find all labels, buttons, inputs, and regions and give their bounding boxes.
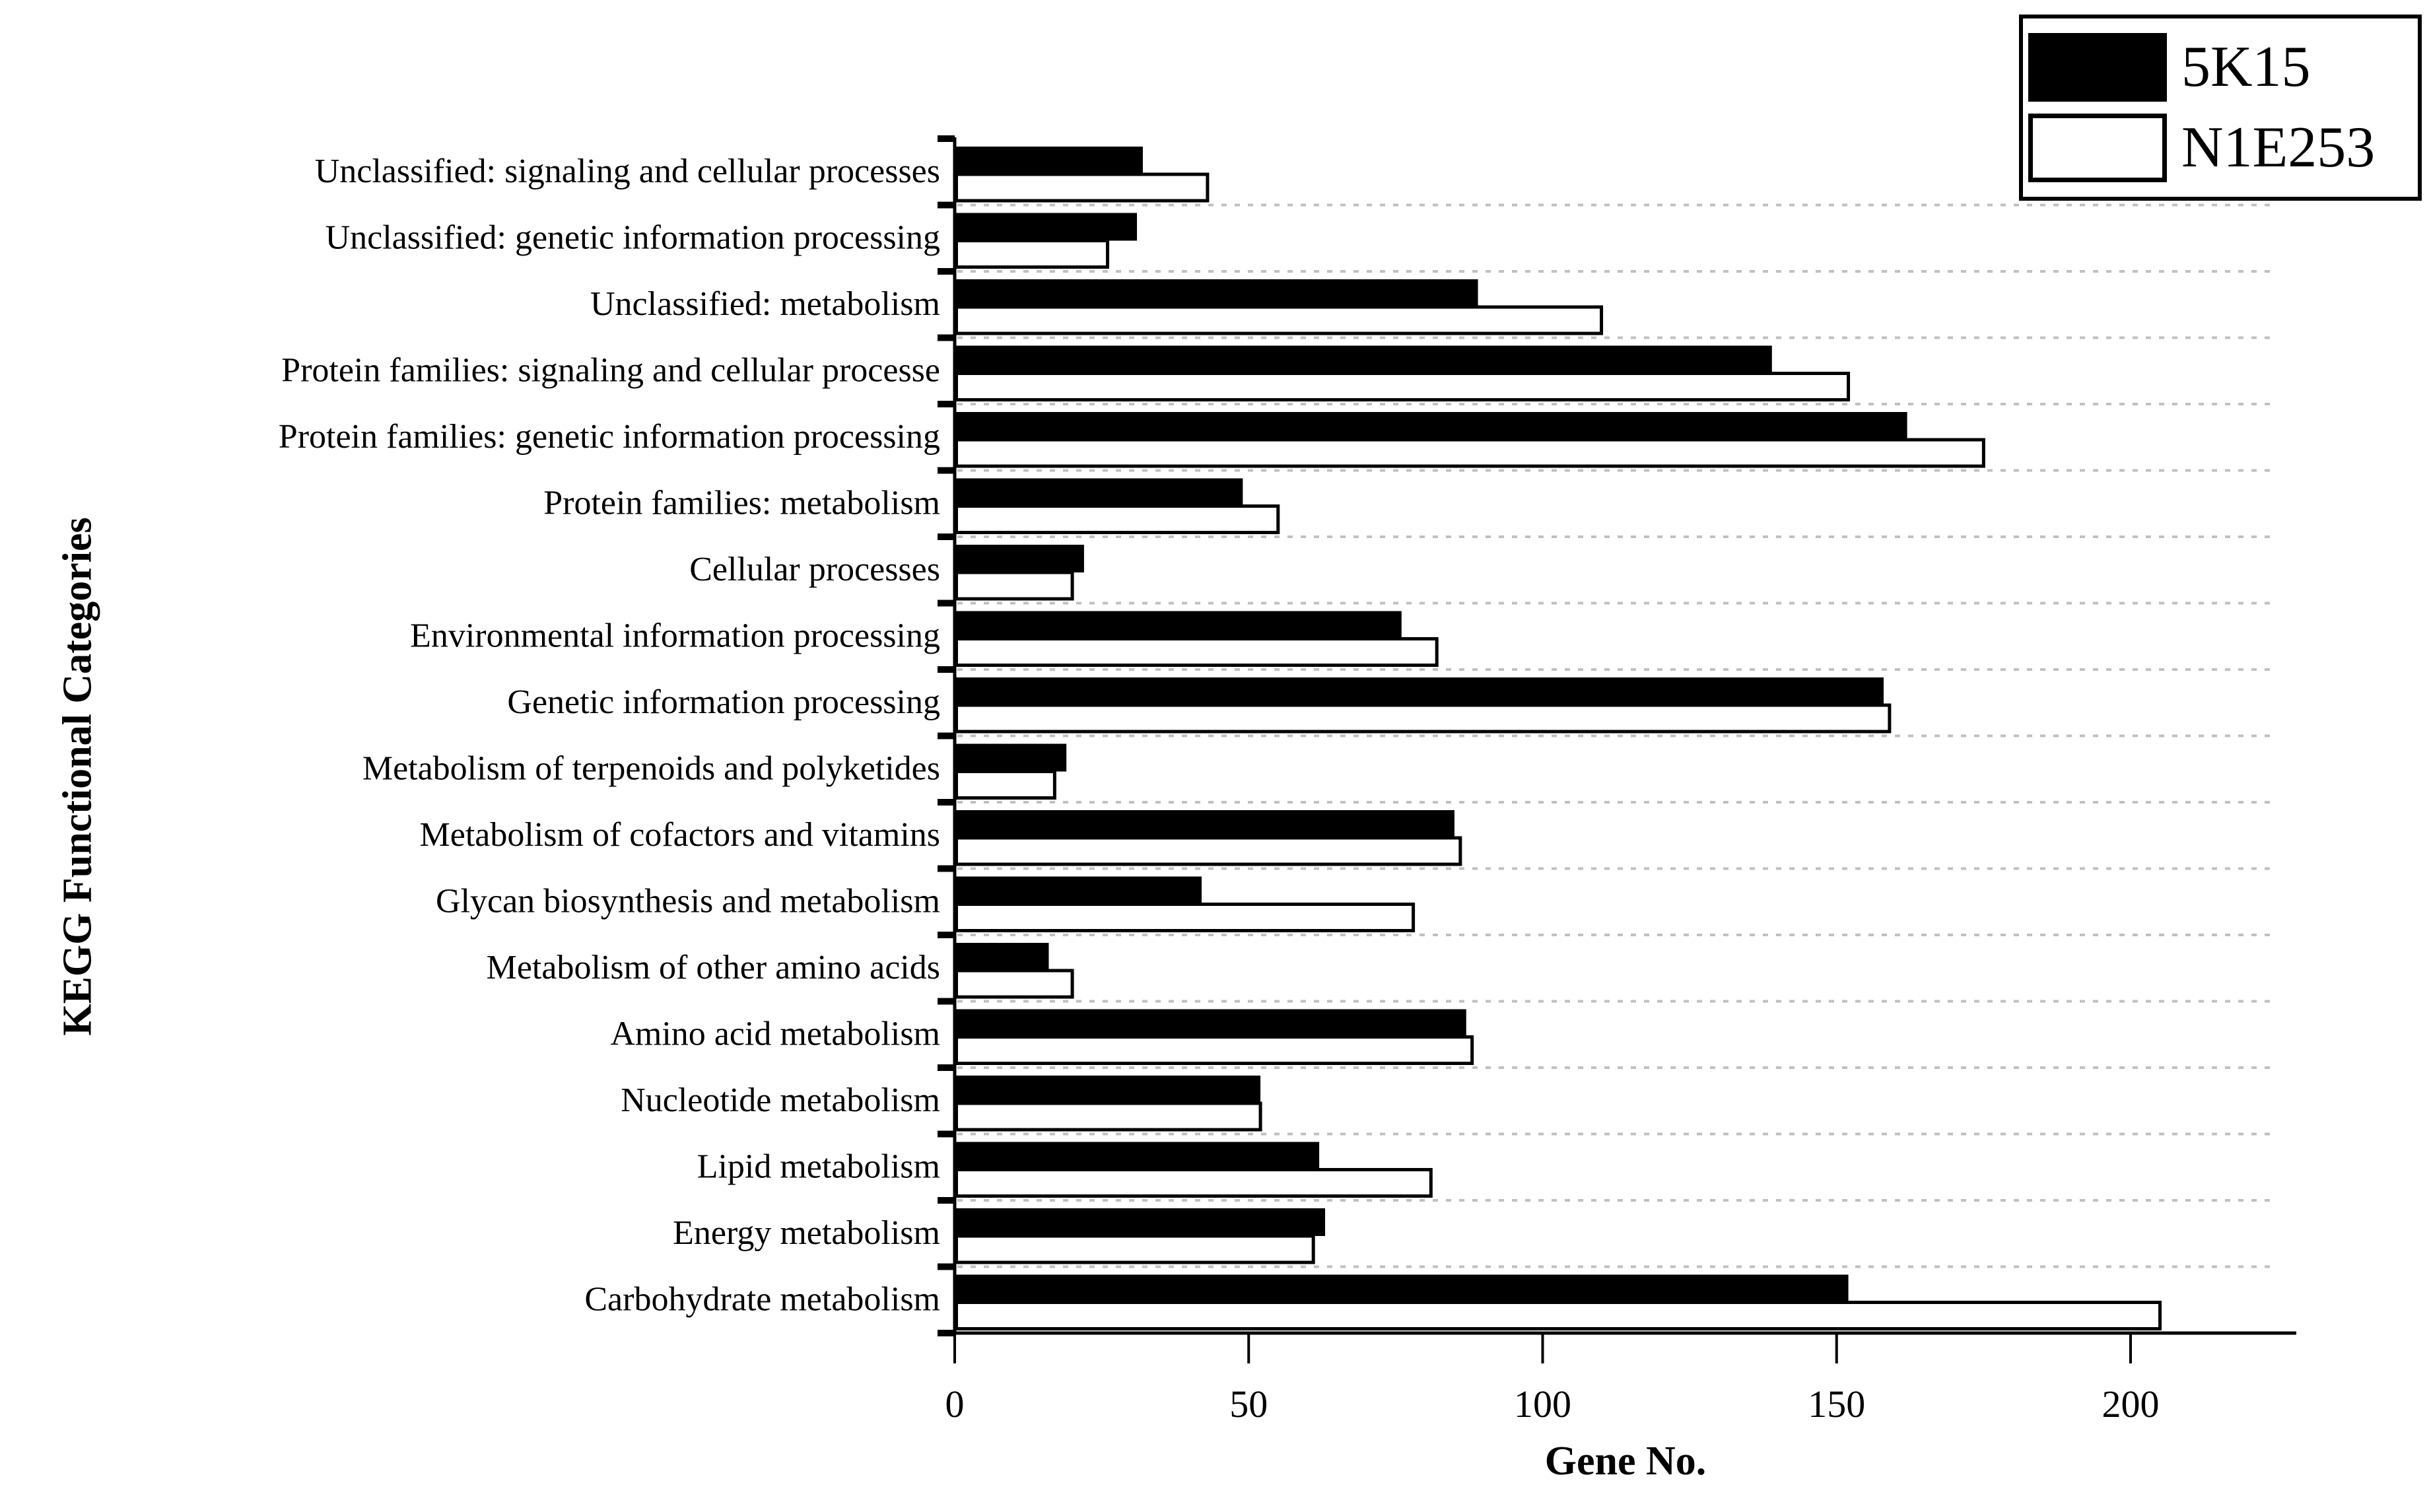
category-label: Cellular processes: [689, 551, 940, 588]
y-axis-title: KEGG Functional Categories: [55, 517, 100, 1036]
category-label: Protein families: genetic information pr…: [279, 418, 940, 456]
legend-swatch-n1e253: [2028, 114, 2167, 182]
category-label: Unclassified: signaling and cellular pro…: [315, 153, 940, 190]
bar-N1E253: [955, 1234, 1315, 1264]
x-tick-label: 150: [1808, 1383, 1865, 1426]
x-tick-label: 100: [1514, 1383, 1571, 1426]
bar-5K15: [955, 345, 1772, 374]
bar-N1E253: [955, 239, 1110, 269]
bar-N1E253: [955, 1035, 1474, 1065]
x-axis-title: Gene No.: [1544, 1439, 1707, 1484]
category-label: Protein families: metabolism: [543, 485, 940, 522]
bar-N1E253: [955, 305, 1604, 335]
category-label: Metabolism of cofactors and vitamins: [420, 816, 940, 854]
bar-5K15: [955, 279, 1478, 307]
category-label: Energy metabolism: [673, 1214, 940, 1252]
bar-5K15: [955, 1142, 1320, 1170]
bar-N1E253: [955, 1101, 1262, 1132]
legend-label-n1e253: N1E253: [2181, 116, 2376, 180]
bar-5K15: [955, 611, 1402, 639]
bar-5K15: [955, 412, 1907, 440]
x-tick-label: 200: [2102, 1383, 2160, 1426]
bar-5K15: [955, 1076, 1261, 1103]
bar-5K15: [955, 545, 1084, 572]
legend-item-n1e253: N1E253: [2028, 114, 2412, 182]
bar-N1E253: [955, 172, 1210, 203]
category-label: Amino acid metabolism: [610, 1015, 940, 1053]
bar-5K15: [955, 943, 1049, 971]
bar-5K15: [955, 478, 1243, 506]
legend-label-5k15: 5K15: [2181, 35, 2311, 99]
legend-swatch-5k15: [2028, 33, 2167, 102]
category-label: Metabolism of terpenoids and polyketides: [362, 750, 940, 788]
bar-5K15: [955, 677, 1884, 705]
legend: 5K15 N1E253: [2019, 15, 2422, 201]
bar-N1E253: [955, 637, 1439, 667]
bar-5K15: [955, 1009, 1466, 1037]
bar-N1E253: [955, 969, 1074, 999]
bar-N1E253: [955, 504, 1280, 534]
bar-N1E253: [955, 703, 1892, 734]
category-label: Environmental information processing: [410, 617, 940, 655]
category-label: Unclassified: metabolism: [590, 285, 940, 323]
bar-5K15: [955, 1208, 1326, 1236]
bar-5K15: [955, 147, 1143, 174]
bar-N1E253: [955, 903, 1416, 932]
category-label: Protein families: signaling and cellular…: [281, 352, 940, 390]
bar-N1E253: [955, 836, 1462, 866]
x-tick-label: 0: [945, 1383, 965, 1426]
category-label: Lipid metabolism: [697, 1148, 940, 1186]
bar-5K15: [955, 876, 1202, 905]
category-label: Carbohydrate metabolism: [584, 1281, 940, 1319]
bar-5K15: [955, 1274, 1849, 1303]
category-label: Nucleotide metabolism: [621, 1082, 940, 1119]
category-label: Unclassified: genetic information proces…: [325, 219, 940, 257]
bar-5K15: [955, 810, 1454, 838]
bar-N1E253: [955, 770, 1056, 800]
bar-5K15: [955, 213, 1138, 241]
bar-N1E253: [955, 438, 1985, 468]
bar-N1E253: [955, 1301, 2162, 1330]
bar-N1E253: [955, 372, 1851, 401]
category-label: Genetic information processing: [507, 683, 940, 721]
legend-item-5k15: 5K15: [2028, 33, 2412, 102]
bar-5K15: [955, 743, 1067, 772]
x-tick-label: 50: [1229, 1383, 1268, 1426]
bar-N1E253: [955, 570, 1074, 601]
category-label: Glycan biosynthesis and metabolism: [436, 883, 940, 920]
bar-N1E253: [955, 1168, 1433, 1198]
category-label: Metabolism of other amino acids: [487, 949, 940, 986]
